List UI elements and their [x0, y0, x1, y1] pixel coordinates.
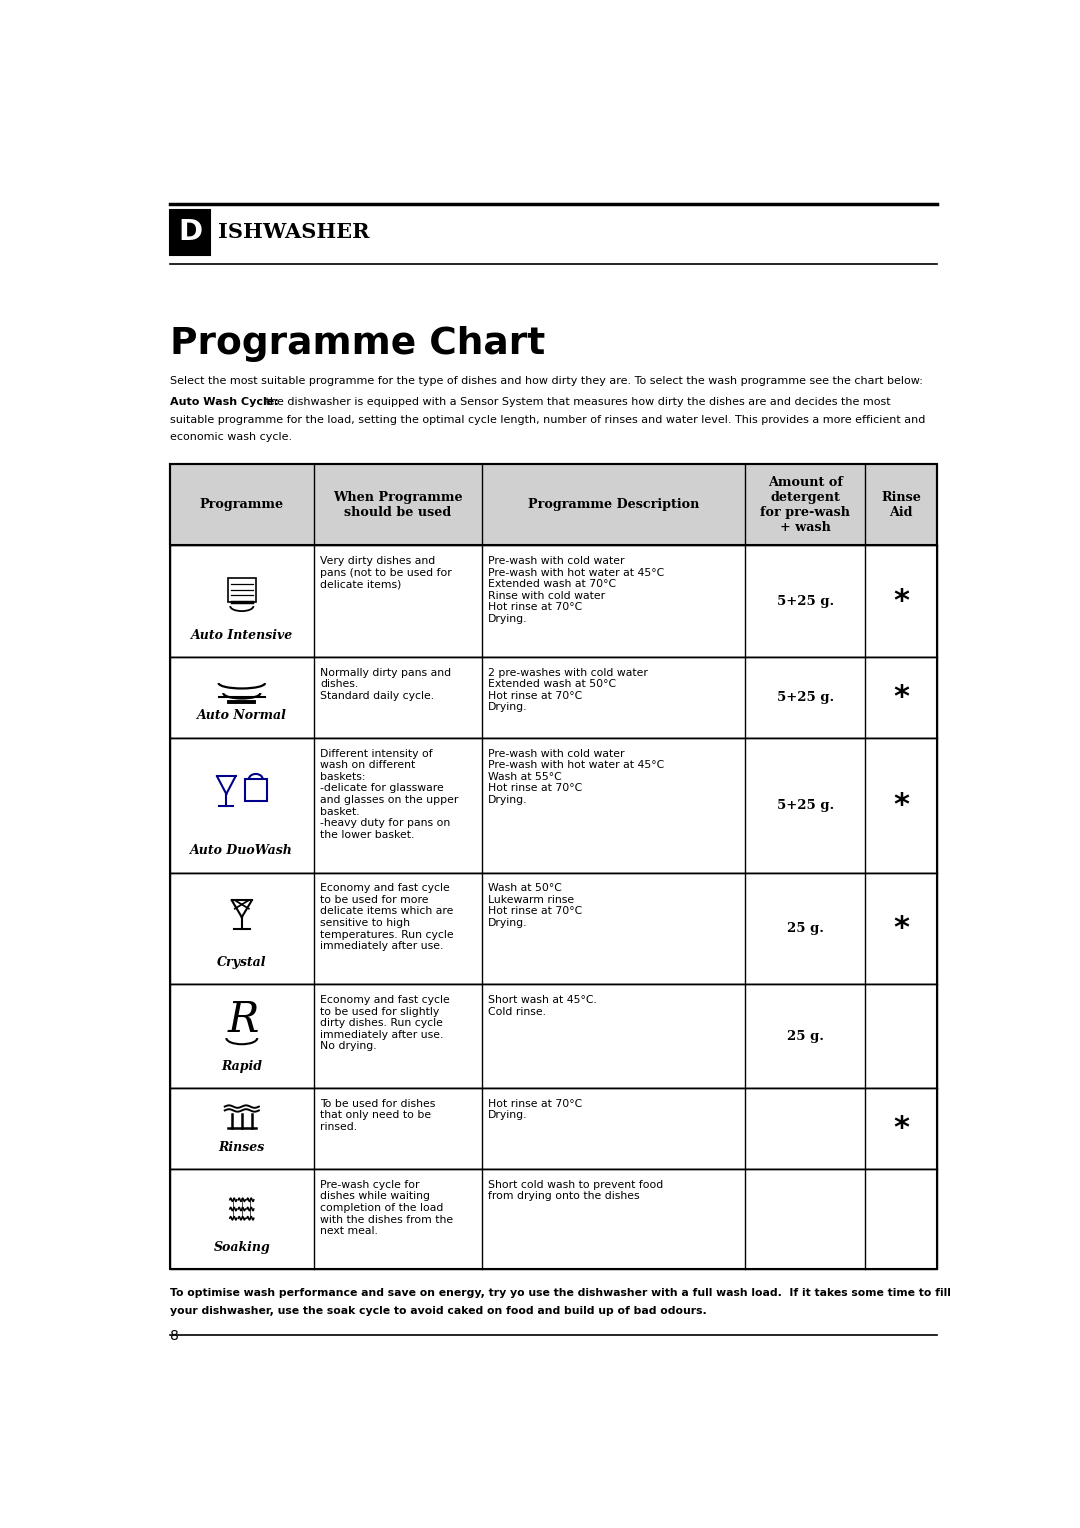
Bar	[170, 984, 937, 1088]
Text: Wash at 50°C
Lukewarm rinse
Hot rinse at 70°C
Drying.: Wash at 50°C Lukewarm rinse Hot rinse at…	[488, 883, 582, 927]
Text: the dishwasher is equipped with a Sensor System that measures how dirty the dish: the dishwasher is equipped with a Sensor…	[262, 397, 891, 408]
Text: *: *	[893, 914, 909, 943]
Text: Very dirty dishes and
pans (not to be used for
delicate items): Very dirty dishes and pans (not to be us…	[320, 556, 451, 590]
Text: Auto Intensive: Auto Intensive	[191, 628, 293, 642]
Text: *: *	[893, 587, 909, 616]
Text: Auto DuoWash: Auto DuoWash	[190, 843, 294, 857]
Text: 25 g.: 25 g.	[786, 921, 824, 935]
Text: Pre-wash with cold water
Pre-wash with hot water at 45°C
Extended wash at 70°C
R: Pre-wash with cold water Pre-wash with h…	[488, 556, 664, 623]
Text: 5+25 g.: 5+25 g.	[777, 691, 834, 704]
Bar	[170, 211, 211, 255]
Text: ISHWASHER: ISHWASHER	[218, 222, 369, 243]
Text: 8: 8	[170, 1329, 179, 1343]
Bar	[170, 1169, 937, 1270]
Bar	[170, 465, 937, 545]
Text: Rinse
Aid: Rinse Aid	[881, 490, 921, 520]
Bar	[170, 738, 937, 872]
Text: 2 pre-washes with cold water
Extended wash at 50°C
Hot rinse at 70°C
Drying.: 2 pre-washes with cold water Extended wa…	[488, 668, 648, 712]
Text: Short wash at 45°C.
Cold rinse.: Short wash at 45°C. Cold rinse.	[488, 995, 596, 1016]
Text: Economy and fast cycle
to be used for slightly
dirty dishes. Run cycle
immediate: Economy and fast cycle to be used for sl…	[320, 995, 449, 1051]
Text: Hot rinse at 70°C
Drying.: Hot rinse at 70°C Drying.	[488, 1099, 582, 1120]
Bar	[170, 545, 937, 657]
Text: R: R	[228, 999, 259, 1041]
Text: Crystal: Crystal	[217, 955, 267, 969]
Text: economic wash cycle.: economic wash cycle.	[170, 432, 292, 442]
Text: Normally dirty pans and
dishes.
Standard daily cycle.: Normally dirty pans and dishes. Standard…	[320, 668, 451, 701]
Text: *: *	[893, 1114, 909, 1143]
Text: Rapid: Rapid	[221, 1060, 262, 1073]
Text: your dishwasher, use the soak cycle to avoid caked on food and build up of bad o: your dishwasher, use the soak cycle to a…	[170, 1306, 706, 1316]
Text: Amount of
detergent
for pre-wash
+ wash: Amount of detergent for pre-wash + wash	[760, 475, 850, 533]
Text: suitable programme for the load, setting the optimal cycle length, number of rin: suitable programme for the load, setting…	[170, 414, 926, 425]
Text: Auto Normal: Auto Normal	[197, 709, 287, 723]
Text: *: *	[893, 683, 909, 712]
Text: Rinses: Rinses	[218, 1140, 265, 1154]
Text: Programme Description: Programme Description	[528, 498, 699, 512]
Text: D: D	[178, 219, 202, 246]
Text: Economy and fast cycle
to be used for more
delicate items which are
sensitive to: Economy and fast cycle to be used for mo…	[320, 883, 454, 952]
Text: Auto Wash Cycle:: Auto Wash Cycle:	[170, 397, 279, 408]
Text: Programme Chart: Programme Chart	[170, 325, 545, 362]
Text: 25 g.: 25 g.	[786, 1030, 824, 1042]
Text: Programme: Programme	[200, 498, 284, 512]
Bar	[170, 1088, 937, 1169]
Text: To optimise wash performance and save on energy, try yo use the dishwasher with : To optimise wash performance and save on…	[170, 1288, 950, 1299]
Text: Soaking: Soaking	[214, 1241, 270, 1253]
Text: 5+25 g.: 5+25 g.	[777, 799, 834, 811]
Text: Pre-wash with cold water
Pre-wash with hot water at 45°C
Wash at 55°C
Hot rinse : Pre-wash with cold water Pre-wash with h…	[488, 749, 664, 805]
Text: Select the most suitable programme for the type of dishes and how dirty they are: Select the most suitable programme for t…	[170, 376, 922, 387]
Text: 5+25 g.: 5+25 g.	[777, 594, 834, 608]
Text: *: *	[893, 790, 909, 819]
Text: Different intensity of
wash on different
baskets:
-delicate for glassware
and gl: Different intensity of wash on different…	[320, 749, 458, 840]
Bar	[228, 578, 256, 602]
Bar	[170, 872, 937, 984]
Text: Short cold wash to prevent food
from drying onto the dishes: Short cold wash to prevent food from dry…	[488, 1180, 663, 1201]
Text: To be used for dishes
that only need to be
rinsed.: To be used for dishes that only need to …	[320, 1099, 435, 1132]
Bar	[170, 657, 937, 738]
Text: Pre-wash cycle for
dishes while waiting
completion of the load
with the dishes f: Pre-wash cycle for dishes while waiting …	[320, 1180, 453, 1236]
Text: When Programme
should be used: When Programme should be used	[333, 490, 462, 520]
Bar	[170, 465, 937, 1270]
Bar	[245, 779, 267, 801]
